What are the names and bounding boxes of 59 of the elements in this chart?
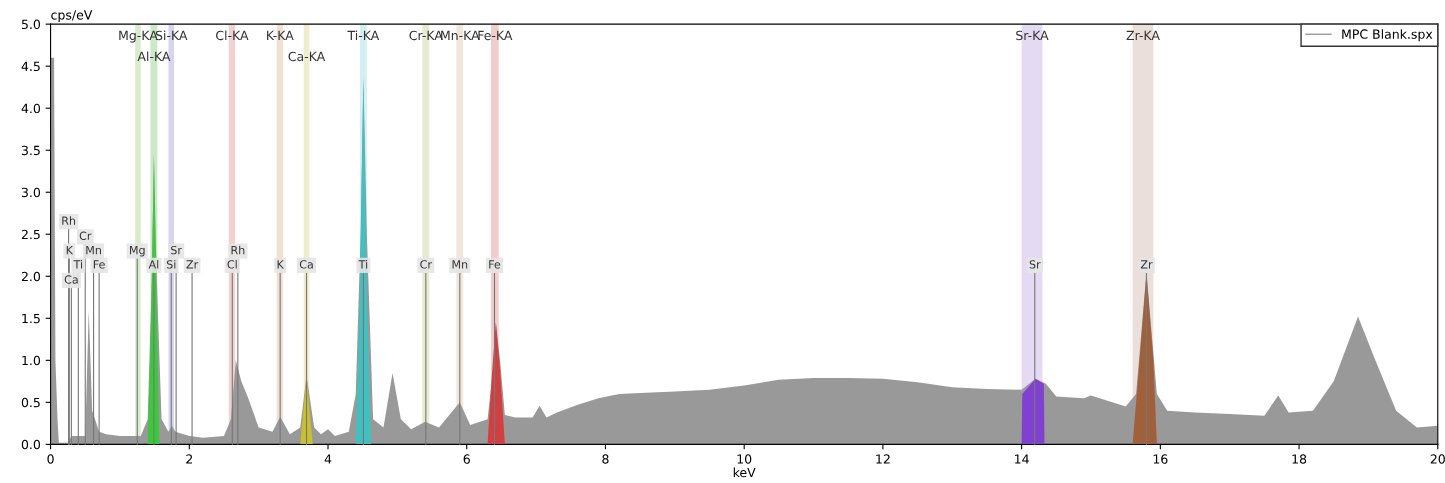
- band-label: Si-KA: [155, 30, 188, 41]
- annotation: Ti: [358, 259, 368, 269]
- x-tick-label: 16: [1153, 454, 1168, 464]
- band-label: Mn-KA: [441, 30, 480, 40]
- band-label: Mg-KA: [119, 30, 158, 43]
- x-tick-label: 14: [1015, 454, 1029, 464]
- y-tick-label: 0.5: [21, 397, 40, 408]
- band-label: Sr-KA: [1016, 30, 1049, 41]
- band-label: Zr-KA: [1126, 30, 1160, 40]
- y-tick-label: 4.5: [21, 61, 40, 72]
- x-tick-label: 0: [47, 454, 54, 464]
- annotation: Mn: [86, 246, 101, 255]
- y-tick-label: 0.0: [21, 439, 41, 450]
- band-label: Al-KA: [137, 51, 171, 61]
- annotation: Zr: [1140, 260, 1153, 269]
- y-tick-label: 5.0: [21, 19, 41, 30]
- y-tick-label: 3.0: [21, 187, 41, 198]
- x-tick-label: 8: [602, 454, 609, 464]
- y-tick-label: 2.5: [21, 229, 40, 240]
- annotation: Ca: [64, 275, 78, 284]
- annotation: Mg: [130, 246, 145, 257]
- x-tick-label: 10: [737, 454, 752, 464]
- annotation: Rh: [62, 216, 76, 225]
- annotation: Rh: [231, 245, 245, 255]
- annotation: Sr: [171, 245, 182, 255]
- annotation: K: [277, 260, 285, 269]
- x-tick-label: 2: [186, 454, 193, 464]
- x-tick-label: 6: [463, 454, 470, 464]
- annotation: Cr: [79, 231, 92, 240]
- annotation: K: [66, 246, 74, 255]
- band-label: Ca-KA: [288, 51, 326, 62]
- y-axis-title: cps/eV: [51, 10, 93, 23]
- annotation: Si: [166, 259, 176, 269]
- band-label: Cr-KA: [409, 30, 443, 41]
- x-tick-label: 20: [1430, 454, 1445, 464]
- annotation: Cr: [420, 260, 432, 269]
- annotation: Mn: [452, 260, 468, 269]
- annotation: Fe: [489, 260, 501, 269]
- y-tick-label: 1.5: [22, 313, 40, 324]
- annotation: Cl: [227, 259, 237, 269]
- y-tick-label: 3.5: [21, 145, 40, 156]
- annotation: Al: [148, 259, 159, 269]
- annotation: Zr: [186, 260, 199, 269]
- x-tick-label: 4: [324, 454, 332, 464]
- band-label: Ti-KA: [347, 30, 380, 40]
- annotation: Ca: [299, 260, 313, 269]
- x-axis-title: keV: [733, 467, 756, 478]
- y-tick-label: 4.0: [21, 103, 41, 114]
- legend-label: MPC Blank.spx: [1342, 29, 1433, 42]
- annotation: Fe: [93, 260, 105, 269]
- band-label: K-KA: [267, 30, 294, 40]
- x-tick-label: 12: [876, 454, 890, 464]
- y-tick-label: 1.0: [22, 355, 41, 366]
- x-tick-label: 18: [1292, 454, 1307, 464]
- annotation: Sr: [1029, 260, 1041, 269]
- band-label: Fe-KA: [478, 30, 513, 41]
- annotation: Ti: [73, 259, 83, 269]
- y-tick-label: 2.0: [21, 271, 41, 282]
- band-label: Cl-KA: [216, 30, 249, 41]
